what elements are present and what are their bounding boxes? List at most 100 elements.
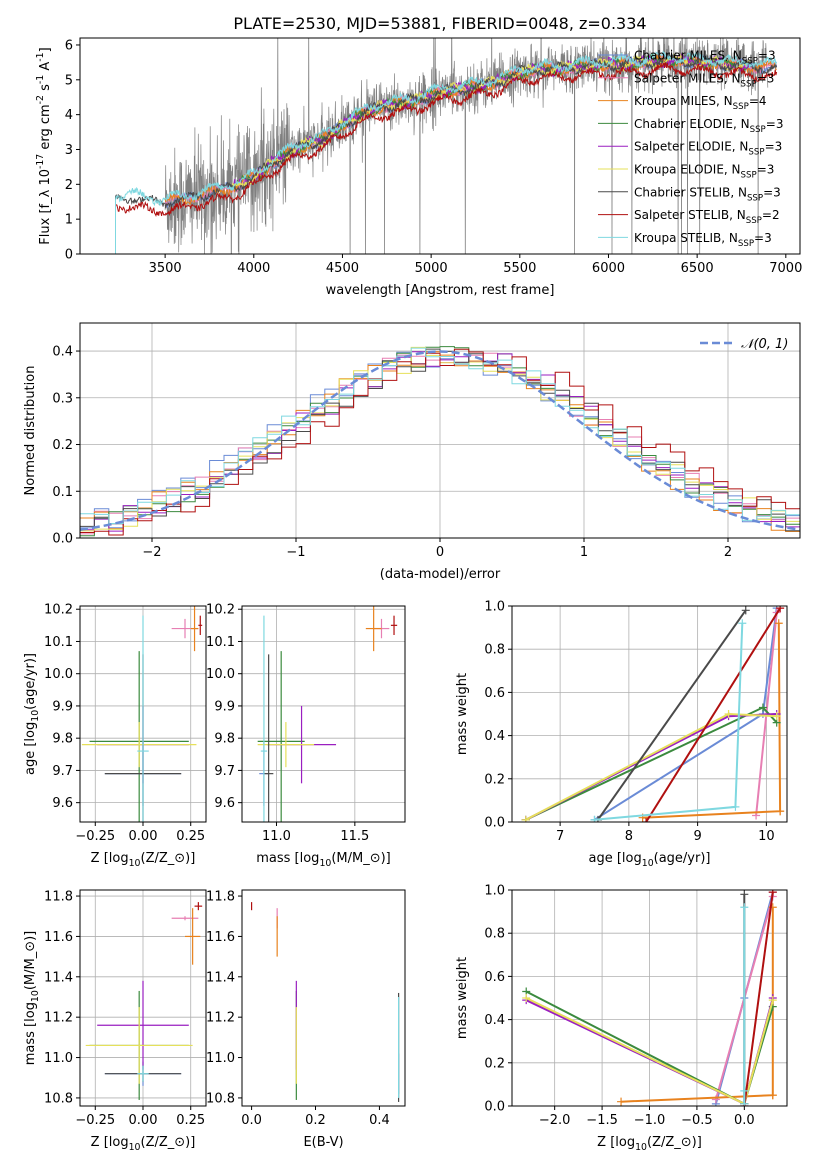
y-tick-label: 6	[65, 38, 73, 53]
y-tick-label: 10.8	[44, 1091, 73, 1106]
age-vs-mass-marks	[257, 606, 398, 822]
plot-frame	[241, 605, 406, 823]
legend-label-4: Salpeter ELODIE, NSSP=3	[634, 140, 782, 158]
label-part: Z [log	[91, 1135, 129, 1150]
x-tick-label: 0.4	[369, 1113, 390, 1128]
mass-weight-point-6	[740, 890, 749, 899]
label-part: SSP	[742, 57, 758, 67]
label-part: 10	[30, 990, 41, 1002]
y-axis-label: Normed distribution	[23, 366, 38, 496]
y-tick-label: 0.1	[52, 485, 73, 500]
spectrum-marks	[115, 38, 778, 254]
label-part: mass [log	[256, 851, 319, 866]
label-part: SSP	[741, 171, 757, 181]
label-part: Chabrier STELIB, N	[634, 185, 747, 199]
mass-weight-point-3	[758, 703, 767, 712]
label-part: SSP	[741, 79, 757, 89]
mass-weight-point-8	[731, 802, 740, 811]
mass-weight-point-8	[738, 619, 747, 628]
x-tick-label: 6500	[681, 261, 714, 276]
x-axis-label: age [log10(age/yr)]	[589, 851, 711, 869]
x-tick-label: −2	[142, 545, 161, 560]
mass-weight-point-2	[768, 1091, 777, 1100]
label-part: (data-model)/error	[380, 567, 501, 582]
mass-weight-line-6	[597, 609, 747, 821]
legend-label-2: Kroupa MILES, NSSP=4	[634, 94, 767, 112]
x-axis-label: Z [log10(Z/Z_⊙)]	[91, 1135, 196, 1153]
residual-histogram-7	[80, 348, 800, 538]
y-tick-label: 11.6	[44, 930, 73, 945]
x-tick-label: 4000	[237, 261, 270, 276]
x-tick-label: −1	[286, 545, 305, 560]
legend-label-8: Kroupa STELIB, NSSP=3	[634, 231, 772, 249]
y-tick-label: 0.8	[484, 927, 505, 942]
x-tick-label: 0.0	[241, 1113, 262, 1128]
label-part: Kroupa STELIB, N	[634, 231, 738, 245]
label-part: Salpeter ELODIE, N	[634, 140, 748, 154]
y-tick-label: 0.2	[52, 438, 73, 453]
y-tick-label: 0.6	[484, 686, 505, 701]
x-axis-label: mass [log10(M/M_⊙)]	[256, 851, 391, 869]
mass-weight-point-5	[772, 712, 781, 721]
mass-vs-Z-panel: −0.25 0.00 0.25 10.8 11.0 11.2 11.4 11.6 11.8 Z […	[23, 889, 207, 1153]
y-tick-label: 9.8	[214, 732, 235, 747]
y-tick-label: 9.6	[214, 796, 235, 811]
label-part: age [log	[23, 722, 38, 775]
y-axis-label: mass weight	[455, 673, 470, 755]
x-tick-label: 0	[436, 545, 444, 560]
y-tick-label: 0.3	[52, 391, 73, 406]
x-tick-label: 3500	[149, 261, 182, 276]
label-part: -1	[35, 52, 46, 61]
x-tick-label: 9	[693, 829, 701, 844]
y-tick-label: 10.1	[206, 635, 235, 650]
legend-gaussian-label: 𝒩(0, 1)	[741, 337, 788, 352]
y-tick-label: 10.8	[206, 1091, 235, 1106]
label-part: (age/yr)]	[23, 653, 38, 710]
x-axis-label: (data-model)/error	[380, 567, 501, 582]
y-tick-label: 11.0	[44, 1051, 73, 1066]
label-part: SSP	[733, 102, 749, 112]
y-tick-label: 11.2	[44, 1011, 73, 1026]
x-tick-label: 0.0	[734, 1113, 755, 1128]
mass-weight-point-8	[590, 815, 599, 822]
x-axis-label: wavelength [Angstrom, rest frame]	[326, 283, 555, 298]
label-part: Chabrier ELODIE, N	[634, 117, 750, 131]
mass-weight-point-2	[774, 619, 783, 628]
y-tick-label: 0.4	[52, 345, 73, 360]
label-part: (age/yr)]	[654, 851, 711, 866]
y-tick-label: 0.0	[52, 532, 73, 547]
y-tick-label: 9.7	[52, 764, 73, 779]
mass-weight-point-7	[776, 606, 785, 613]
label-part: =2	[762, 208, 780, 222]
residual-histogram-8	[80, 347, 800, 538]
figure-title: PLATE=2530, MJD=53881, FIBERID=0048, z=0…	[233, 14, 646, 33]
label-part: (Z/Z_⊙)]	[141, 1135, 196, 1150]
label-part: A	[38, 62, 53, 75]
label-part: erg cm	[38, 104, 53, 153]
label-part: 10	[642, 858, 654, 869]
x-tick-label: −0.25	[75, 1113, 115, 1128]
label-part: Chabrier MILES, N	[634, 49, 742, 63]
mass-weight-line-7	[743, 892, 774, 1106]
label-part: SSP	[747, 193, 763, 203]
x-tick-label: 7000	[769, 261, 802, 276]
label-part: -2	[35, 95, 46, 104]
mass-weight-vs-age-marks	[521, 606, 785, 822]
label-part: mass [log	[23, 1002, 38, 1065]
y-tick-label: 3	[65, 143, 73, 158]
x-tick-label: 5500	[503, 261, 536, 276]
x-tick-label: 6000	[592, 261, 625, 276]
mass-weight-point-8	[740, 903, 749, 912]
y-tick-label: 2	[65, 178, 73, 193]
label-part: 10	[30, 710, 41, 722]
label-part: SSP	[746, 216, 762, 226]
age-vs-Z-panel: −0.25 0.00 0.25 9.6 9.7 9.8 9.9 10.0 10.1 10.2 Z […	[23, 603, 207, 869]
plot-frame	[511, 605, 788, 823]
y-tick-label: 9.9	[214, 699, 235, 714]
label-part: =3	[757, 71, 775, 85]
label-part: Salpeter MILES, N	[634, 71, 741, 85]
mass-weight-point-2	[776, 807, 785, 816]
y-axis-label: mass [log10(M/M_⊙)]	[23, 931, 41, 1066]
label-part: age [log	[589, 851, 642, 866]
y-tick-label: 1	[65, 213, 73, 228]
